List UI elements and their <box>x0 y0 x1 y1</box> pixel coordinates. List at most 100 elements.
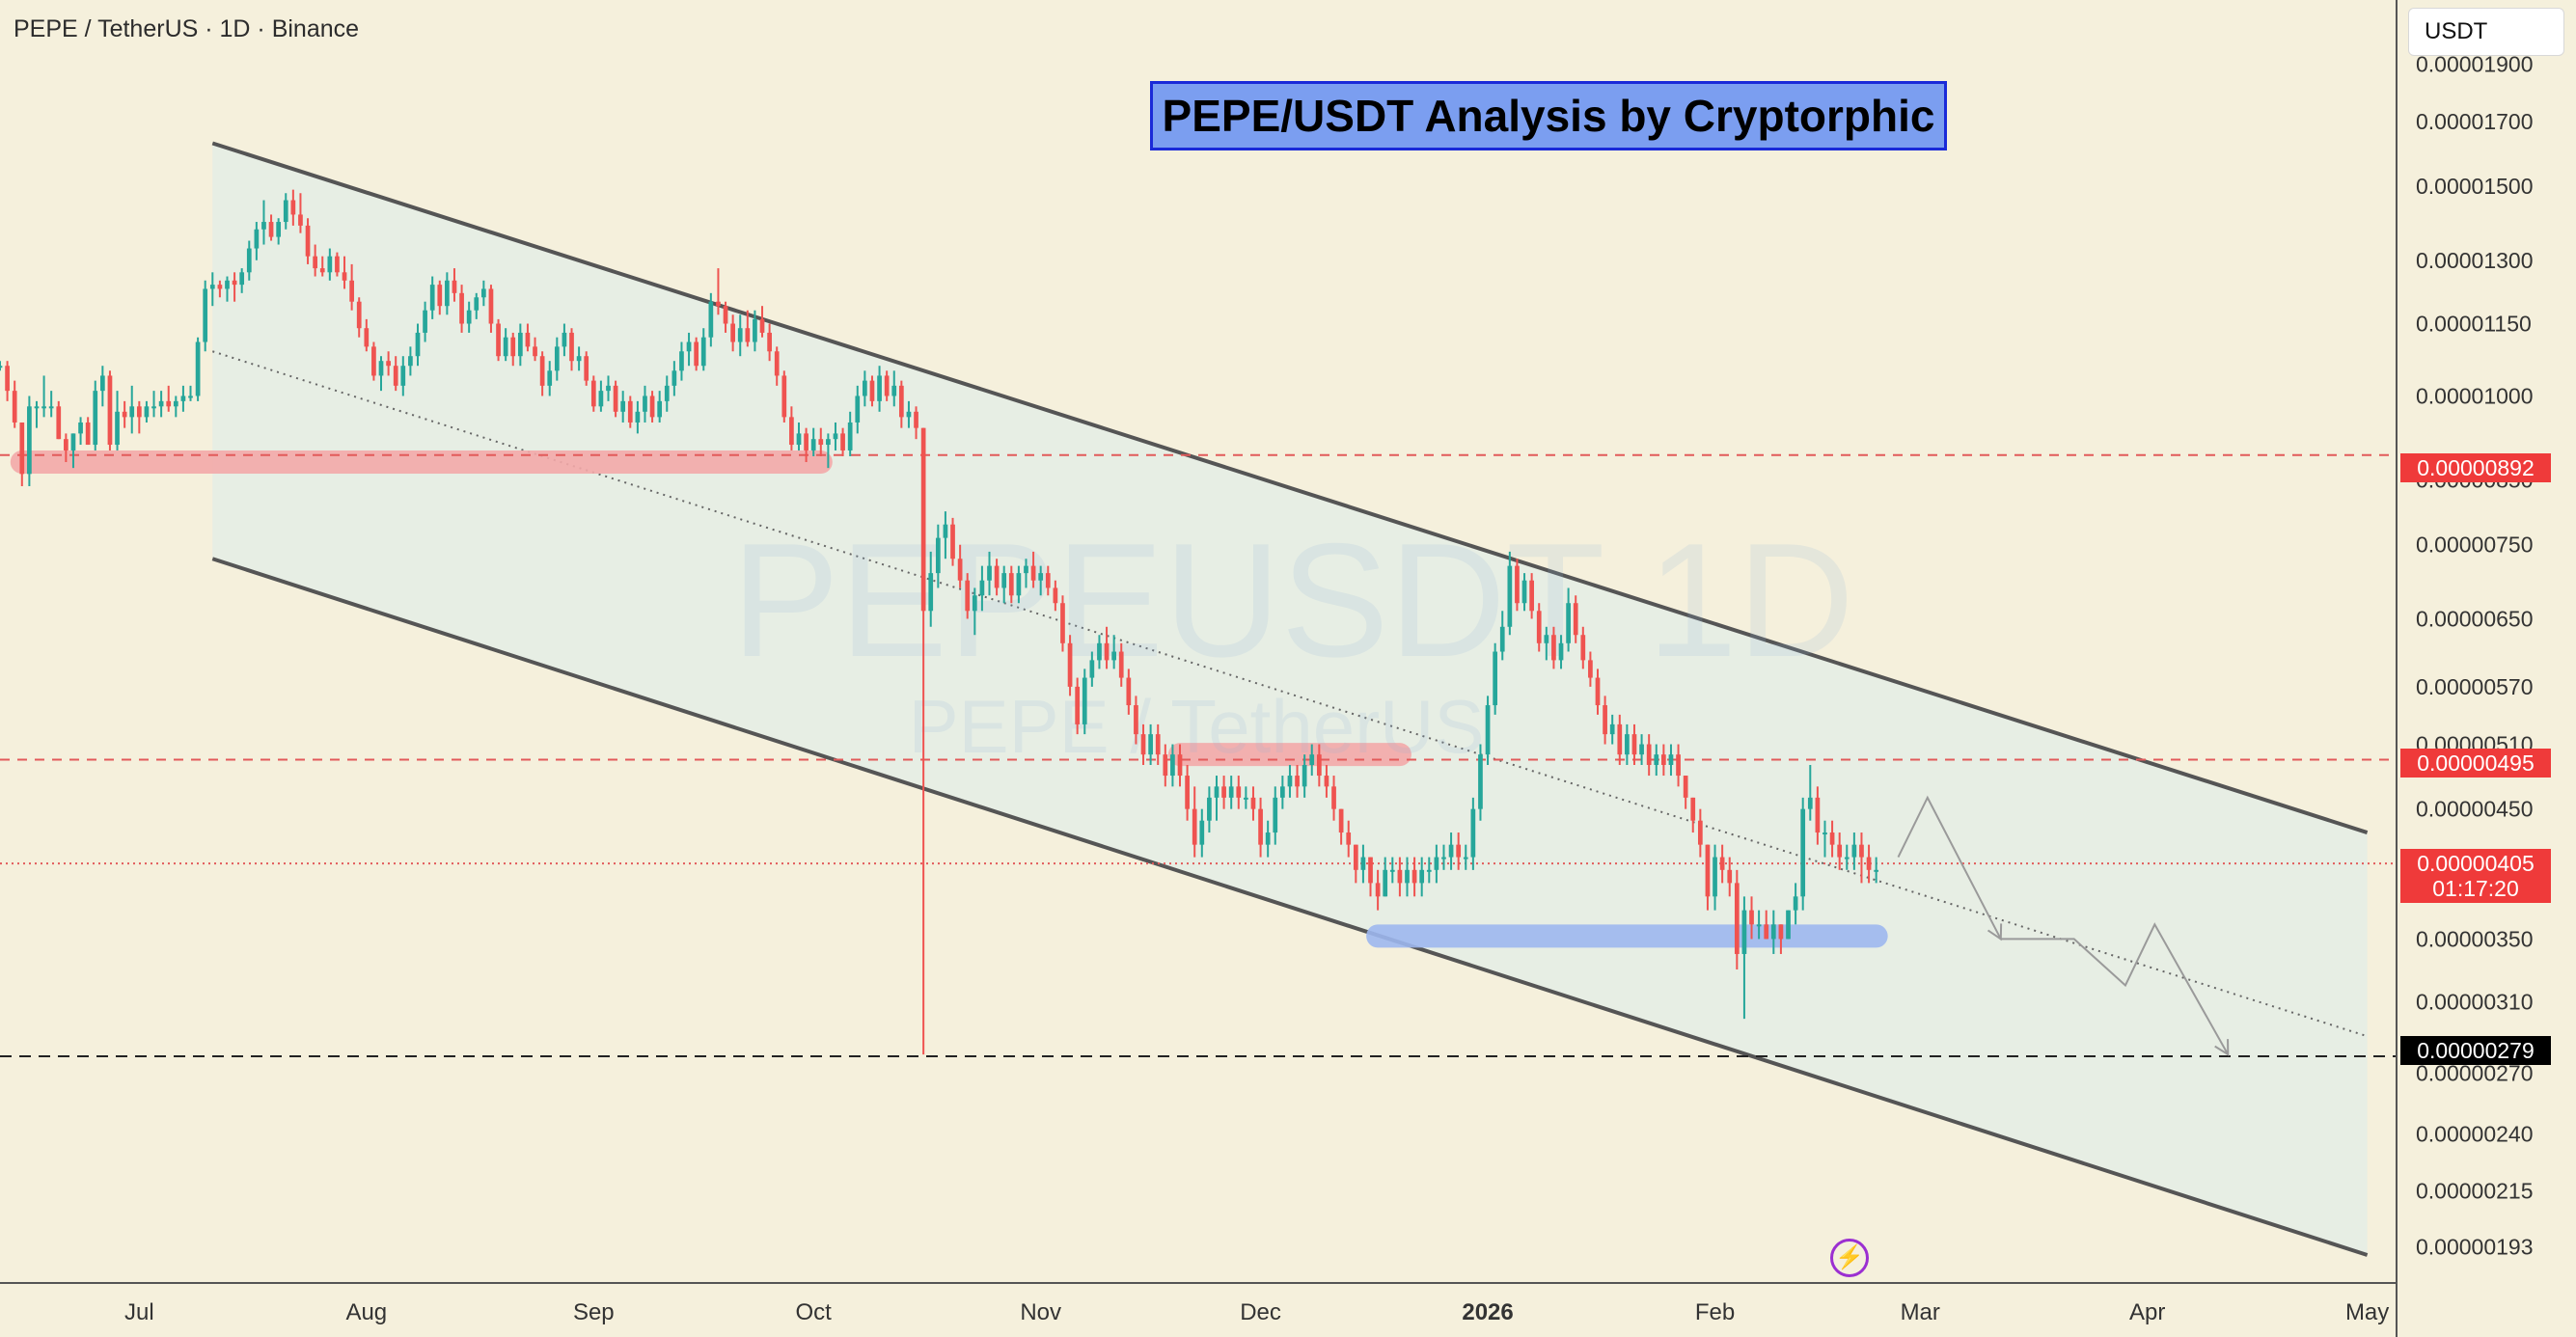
candle-body <box>48 406 54 409</box>
candle-body <box>1595 677 1601 706</box>
candle-body <box>1551 635 1556 661</box>
candle-body <box>1353 844 1358 870</box>
candle-body <box>1426 869 1432 872</box>
time-tick-label: Jul <box>124 1299 154 1325</box>
candle-body <box>627 400 633 423</box>
candle-body <box>188 396 193 398</box>
candle-body <box>950 524 955 559</box>
candle-body <box>1676 754 1681 777</box>
currency-selector[interactable]: USDT <box>2408 8 2564 56</box>
candle-body <box>643 396 647 412</box>
candle-body <box>745 328 751 342</box>
candle-body <box>1837 844 1843 858</box>
price-badge-last: 0.00000405 01:17:20 <box>2400 849 2551 903</box>
candle-body <box>313 256 317 269</box>
candle-body <box>166 400 172 407</box>
candle-body <box>93 391 98 446</box>
candle-body <box>1507 565 1513 627</box>
candle-body <box>1192 808 1197 845</box>
candle-body <box>1331 786 1336 809</box>
candle-body <box>1609 723 1615 735</box>
candle-body <box>753 318 757 342</box>
candle-body <box>1324 776 1329 787</box>
candle-body <box>1815 797 1821 833</box>
candle-body <box>539 356 545 386</box>
zones-layer <box>10 450 1888 948</box>
candle-body <box>804 433 808 450</box>
candle-body <box>452 280 457 293</box>
candle-body <box>1786 910 1791 940</box>
candle-body <box>1580 635 1586 661</box>
candle-body <box>393 366 398 386</box>
candle-body <box>232 280 237 286</box>
candle-body <box>1163 754 1168 777</box>
candle-body <box>129 406 135 418</box>
channel-upper-line <box>211 141 2369 834</box>
candle-body <box>635 411 641 423</box>
candle-body <box>1793 896 1798 911</box>
candle-body <box>700 337 706 367</box>
price-tick-label: 0.00001300 <box>2416 248 2534 273</box>
candle-body <box>298 214 303 226</box>
projection-layer <box>1897 795 2230 1056</box>
time-tick-label: Mar <box>1901 1299 1940 1325</box>
candle-body <box>1134 705 1138 735</box>
symbol-label[interactable]: PEPE / TetherUS · 1D · Binance <box>14 15 360 42</box>
candle-body <box>1770 924 1776 940</box>
candle-body <box>1646 744 1652 765</box>
candle-body <box>503 337 508 357</box>
candle-body <box>1236 786 1242 798</box>
price-tick-label: 0.00001000 <box>2416 383 2534 408</box>
candle-body <box>1104 642 1110 661</box>
candle-body <box>987 565 992 581</box>
price-tick-label: 0.00001700 <box>2416 109 2534 134</box>
candle-body <box>488 288 494 324</box>
candle-body <box>217 285 223 289</box>
candle-body <box>85 422 91 446</box>
candle-body <box>1360 857 1366 870</box>
candle-body <box>891 385 897 396</box>
candle-body <box>203 288 208 342</box>
candle-body <box>115 411 120 446</box>
time-tick-label: Nov <box>1020 1299 1061 1325</box>
candle-body <box>1389 869 1395 872</box>
candle-body <box>1639 744 1644 755</box>
candle-body <box>19 422 25 475</box>
price-tick-label: 0.00001150 <box>2416 312 2532 337</box>
candle-body <box>1661 754 1666 765</box>
candle-body <box>1089 660 1095 678</box>
candle-body <box>1067 642 1073 687</box>
candle-body <box>869 380 875 401</box>
candle-body <box>906 411 912 418</box>
time-tick-label: Sep <box>573 1299 615 1325</box>
candle-body <box>1097 642 1102 661</box>
projection-arrow-1 <box>1987 923 2003 941</box>
candle-body <box>481 288 486 298</box>
watermark-sub: PEPE / TetherUS <box>909 684 1485 769</box>
candle-body <box>1478 754 1483 809</box>
candle-body <box>1316 754 1322 777</box>
candle-body <box>27 406 32 475</box>
candle-body <box>517 332 523 357</box>
lightning-bolt-icon[interactable]: ⚡ <box>1830 1239 1869 1277</box>
candle-body <box>173 400 178 407</box>
candle-body <box>70 433 76 450</box>
candle-body <box>914 411 918 428</box>
price-badge-resistance-1: 0.00000892 <box>2400 453 2551 482</box>
candle-body <box>737 328 743 342</box>
candle-body <box>78 422 83 434</box>
candle-body <box>1060 603 1065 643</box>
candle-body <box>305 225 311 257</box>
candle-body <box>1177 754 1183 777</box>
candle-body <box>1456 844 1462 858</box>
candle-body <box>1155 734 1161 755</box>
candle-body <box>957 559 963 581</box>
candle-body <box>1859 844 1864 858</box>
candle-body <box>759 318 765 333</box>
candle-body <box>1405 869 1410 884</box>
candle-body <box>657 400 663 418</box>
candle-body <box>1448 844 1454 858</box>
candle-body <box>423 310 427 333</box>
candle-countdown: 01:17:20 <box>2432 876 2519 901</box>
